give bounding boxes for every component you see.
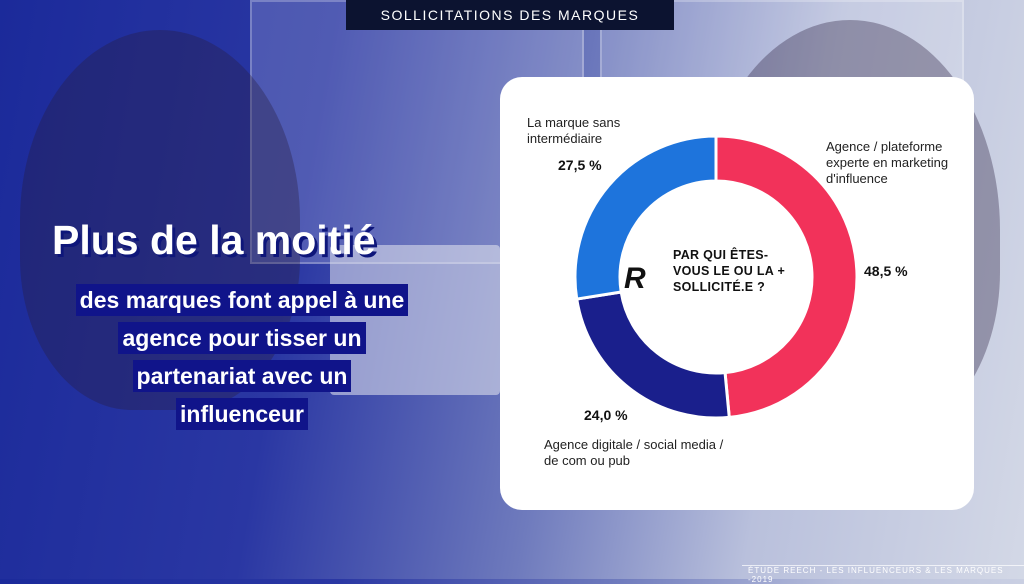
slice-label-line: intermédiaire (527, 131, 603, 146)
chart-center-question: PAR QUI ÊTES- VOUS LE OU LA + SOLLICITÉ.… (673, 247, 793, 295)
footer-divider (742, 565, 1024, 566)
chart-card: R PAR QUI ÊTES- VOUS LE OU LA + SOLLICIT… (500, 77, 974, 510)
headline-subtitle: des marques font appel à une agence pour… (44, 284, 440, 436)
slice-label-agence-digitale: Agence digitale / social media / de com … (544, 437, 723, 469)
slice-label-marque: La marque sans intermédiaire (527, 115, 620, 147)
section-tag: SOLLICITATIONS DES MARQUES (346, 0, 674, 30)
donut-slice-1 (575, 290, 731, 420)
subtitle-line: des marques font appel à une (75, 284, 409, 316)
headline: Plus de la moitié (52, 216, 376, 264)
background-laptop (330, 245, 500, 395)
subtitle-line: influenceur (176, 398, 308, 430)
slice-label-line: de com ou pub (544, 453, 631, 468)
slice-label-line: d'influence (826, 171, 888, 186)
slice-value-marque: 27,5 % (558, 157, 602, 173)
subtitle-line: partenariat avec un (132, 360, 352, 392)
center-question-line: SOLLICITÉ.E ? (673, 280, 766, 294)
donut-slice-0 (714, 134, 859, 420)
slice-label-line: Agence / plateforme (826, 139, 943, 154)
center-question-line: PAR QUI ÊTES- (673, 248, 769, 262)
slice-label-line: La marque sans (527, 115, 621, 130)
slice-label-agence-plateforme: Agence / plateforme experte en marketing… (826, 139, 948, 187)
reech-logo: R (624, 262, 646, 295)
slice-label-line: experte en marketing (826, 155, 949, 170)
slice-label-line: Agence digitale / social media / (544, 437, 724, 452)
footer-source: ÉTUDE REECH - LES INFLUENCEURS & LES MAR… (748, 566, 1004, 584)
center-question-line: VOUS LE OU LA + (673, 264, 786, 278)
donut-chart (573, 134, 859, 420)
subtitle-line: agence pour tisser un (118, 322, 366, 354)
donut-slice-2 (573, 134, 718, 301)
headline-title: Plus de la moitié (52, 217, 376, 263)
slice-value-agence-digitale: 24,0 % (584, 407, 628, 423)
slice-value-agence-plateforme: 48,5 % (864, 263, 908, 279)
